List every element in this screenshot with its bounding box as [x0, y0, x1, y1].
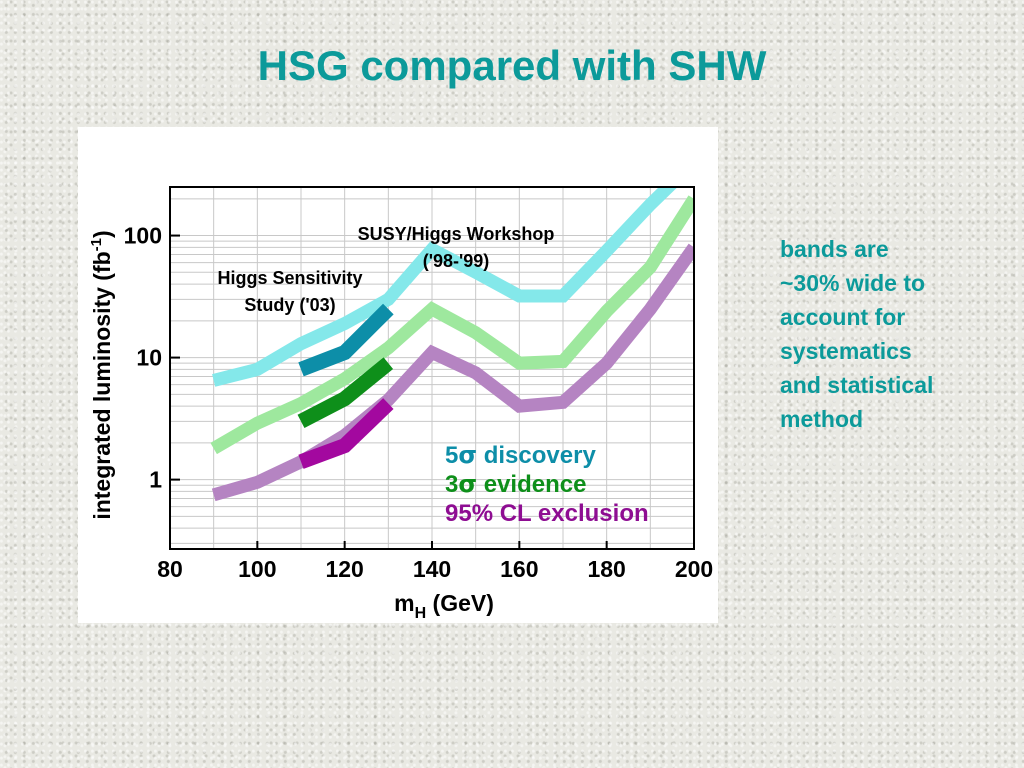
y-tick-label: 10: [136, 345, 162, 371]
note-line: method: [780, 406, 864, 432]
x-axis-title: mH (GeV): [394, 590, 494, 622]
x-tick-label: 160: [500, 556, 538, 582]
y-tick-label: 100: [124, 223, 162, 249]
series-band-5: [297, 357, 394, 429]
x-tick-label: 200: [675, 556, 713, 582]
series-band-4: [298, 303, 394, 377]
x-tick-label: 140: [413, 556, 451, 582]
note-line: bands are: [780, 236, 889, 262]
x-tick-label: 120: [325, 556, 363, 582]
tick-layer: 80 100 120 140 160 180 200 1 10 100: [124, 223, 714, 582]
legend-entry-exclusion: 95% CL exclusion: [445, 500, 649, 527]
x-tick-label: 180: [587, 556, 625, 582]
legend-entry-evidence: 3σ evidence: [445, 470, 586, 498]
series-band-1: [212, 187, 678, 387]
x-tick-label: 100: [238, 556, 276, 582]
y-axis-title: integrated luminosity (fb-1): [88, 230, 115, 519]
legend: 5σ discovery 3σ evidence 95% CL exclusio…: [445, 441, 649, 527]
hsg-annotation-line2: Study ('03): [244, 295, 335, 315]
x-tick-label: 80: [157, 556, 183, 582]
note-line: systematics: [780, 338, 912, 364]
series-layer: [210, 187, 694, 502]
side-note: bands are ~30% wide to account for syste…: [780, 232, 1000, 436]
note-line: ~30% wide to: [780, 270, 926, 296]
note-line: and statistical: [780, 372, 934, 398]
note-line: account for: [780, 304, 906, 330]
chart-panel: 80 100 120 140 160 180 200 1 10 100 SUSY/Higgs Wo…: [78, 127, 718, 623]
legend-entry-discovery: 5σ discovery: [445, 441, 596, 469]
series-band-2: [210, 195, 694, 455]
slide-title: HSG compared with SHW: [257, 42, 767, 89]
shw-annotation-line2: ('98-'99): [423, 251, 490, 271]
luminosity-chart: 80 100 120 140 160 180 200 1 10 100 SUSY/Higgs Wo…: [88, 186, 714, 622]
y-tick-label: 1: [149, 467, 162, 493]
series-band-6: [298, 398, 394, 469]
series-band-3: [211, 243, 694, 502]
hsg-annotation-line1: Higgs Sensitivity: [217, 268, 362, 288]
shw-annotation-line1: SUSY/Higgs Workshop: [358, 224, 555, 244]
